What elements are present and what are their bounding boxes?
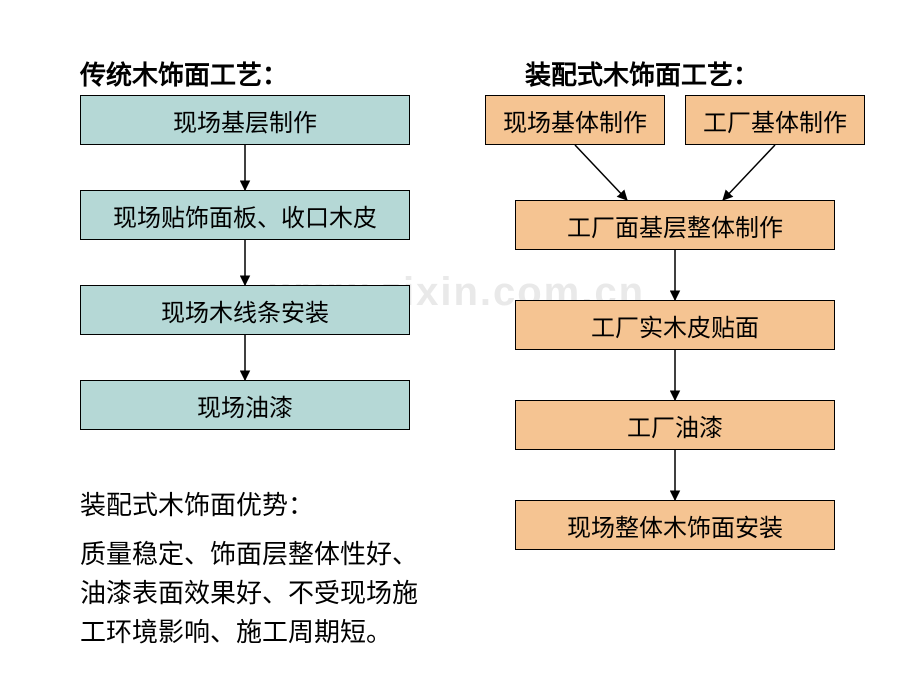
flow-arrow: [723, 145, 775, 200]
flow-box-L1: 现场基层制作: [80, 95, 410, 145]
notes-title: 装配式木饰面优势：: [80, 485, 314, 522]
flow-box-R3: 工厂实木皮贴面: [515, 300, 835, 350]
flow-box-R4: 工厂油漆: [515, 400, 835, 450]
flow-box-R2: 工厂面基层整体制作: [515, 200, 835, 250]
flow-arrow: [575, 145, 627, 200]
left-flow-title: 传统木饰面工艺：: [80, 55, 288, 92]
right-flow-title: 装配式木饰面工艺：: [525, 55, 759, 92]
notes-body: 质量稳定、饰面层整体性好、 油漆表面效果好、不受现场施 工环境影响、施工周期短。: [80, 535, 418, 652]
flow-box-R1b: 工厂基体制作: [685, 95, 865, 145]
flow-box-L4: 现场油漆: [80, 380, 410, 430]
flow-box-R5: 现场整体木饰面安装: [515, 500, 835, 550]
flow-box-R1a: 现场基体制作: [485, 95, 665, 145]
flow-box-L3: 现场木线条安装: [80, 285, 410, 335]
flow-box-L2: 现场贴饰面板、收口木皮: [80, 190, 410, 240]
